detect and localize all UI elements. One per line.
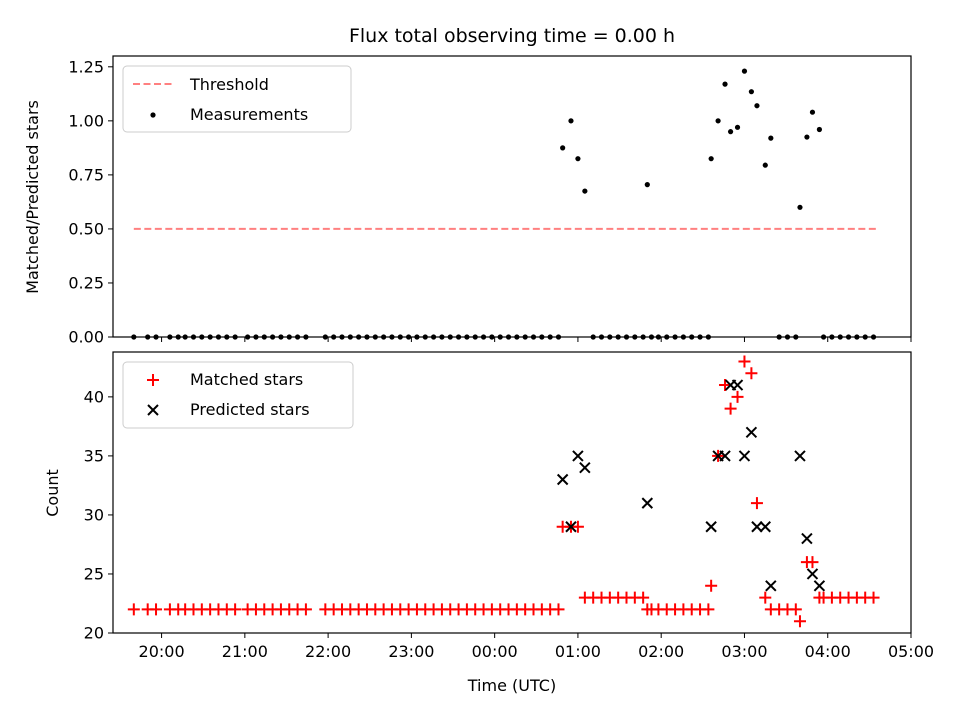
legend-threshold-label: Threshold (189, 75, 269, 94)
y-tick-label: 40 (84, 387, 104, 406)
matched-star-point (552, 603, 565, 616)
matched-star-point (750, 497, 763, 510)
predicted-star-point (719, 450, 731, 462)
predicted-star-point (806, 568, 819, 580)
x-tick-label: 04:00 (805, 642, 851, 661)
matched-star-point (793, 615, 806, 628)
x-tick-label: 05:00 (888, 642, 934, 661)
measurement-point (734, 124, 741, 130)
measurement-point (568, 118, 574, 124)
measurement-point (748, 89, 755, 95)
y-tick-label: 25 (84, 564, 104, 583)
predicted-star-point (759, 521, 771, 533)
x-tick-label: 20:00 (139, 642, 185, 661)
matched-star-point (702, 603, 715, 616)
matched-star-point (150, 603, 163, 616)
predicted-star-point (705, 521, 717, 533)
measurement-point (727, 129, 734, 135)
legend-predicted-label: Predicted stars (190, 400, 310, 419)
matched-star-point (867, 591, 880, 604)
predicted-star-point (731, 379, 744, 391)
measurement-point (582, 188, 588, 194)
matched-star-point (705, 579, 718, 592)
predicted-star-point (565, 521, 577, 533)
matched-star-point (637, 591, 650, 604)
measurement-point (708, 156, 714, 162)
y-tick-label: 35 (84, 446, 104, 465)
matched-star-point (724, 402, 737, 415)
matched-star-point (789, 603, 802, 616)
predicted-star-point (794, 450, 806, 462)
measurement-point (797, 204, 803, 210)
legend-matched-swatch (147, 374, 159, 386)
y-tick-label: 1.25 (68, 57, 104, 76)
predicted-star-point (579, 461, 591, 474)
measurement-point (804, 134, 810, 140)
measurement-point (754, 103, 760, 109)
y-tick-label: 0.25 (68, 273, 104, 292)
matched-star-point (731, 390, 744, 403)
legend-measurements-swatch (150, 112, 156, 118)
legend-matched-label: Matched stars (190, 370, 303, 389)
measurement-point (768, 135, 774, 141)
measurement-point (560, 145, 566, 151)
y-tick-label: 0.50 (68, 219, 104, 238)
matched-star-point (299, 603, 312, 616)
y-tick-label: 20 (84, 624, 104, 643)
x-tick-label: 22:00 (305, 642, 351, 661)
matched-star-point (738, 355, 751, 368)
x-tick-label: 03:00 (721, 642, 767, 661)
y-tick-label: 1.00 (68, 111, 104, 130)
predicted-star-point (765, 580, 777, 592)
matched-star-point (759, 591, 772, 604)
matched-star-point (745, 367, 758, 380)
matched-star-point (719, 379, 732, 392)
predicted-star-point (745, 426, 758, 438)
y-tick-label: 0.75 (68, 165, 104, 184)
x-tick-label: 00:00 (472, 642, 518, 661)
x-axis-label: Time (UTC) (467, 676, 556, 695)
y-tick-label: 30 (84, 505, 104, 524)
measurement-point (762, 162, 768, 168)
bottom-panel-frame (112, 351, 912, 634)
x-tick-label: 01:00 (555, 642, 601, 661)
predicted-star-point (813, 580, 826, 592)
legend-predicted-swatch (147, 404, 159, 416)
measurement-point (644, 182, 650, 188)
bottom-legend: Matched stars Predicted stars (122, 361, 354, 429)
measurement-point (809, 109, 816, 115)
matched-star-point (229, 603, 242, 616)
x-tick-label: 21:00 (222, 642, 268, 661)
x-tick-label: 23:00 (388, 642, 434, 661)
x-tick-label: 02:00 (638, 642, 684, 661)
matched-star-point (806, 556, 819, 569)
measurement-point (741, 68, 748, 74)
chart-title: Flux total observing time = 0.00 h (349, 25, 675, 47)
measurement-point (575, 156, 581, 162)
measurement-point (715, 118, 721, 124)
y-tick-label: 0.00 (68, 328, 104, 347)
bottom-y-axis-label: Count (43, 469, 62, 517)
matched-star-point (571, 520, 584, 533)
measurement-point (722, 81, 728, 87)
top-panel-frame (112, 55, 912, 338)
predicted-star-point (572, 450, 584, 462)
predicted-star-point (751, 521, 763, 533)
predicted-star-point (641, 497, 654, 509)
bottom-panel: 20:00 21:00 22:00 23:00 00:00 01:00 02:00 03:00… (84, 355, 934, 661)
legend-measurements-label: Measurements (190, 105, 308, 124)
predicted-star-point (556, 473, 569, 486)
predicted-star-point (801, 532, 813, 545)
measurement-point (816, 126, 823, 133)
matched-star-point (127, 603, 140, 616)
top-y-axis-label: Matched/Predicted stars (23, 100, 42, 294)
predicted-star-point (738, 450, 751, 462)
top-legend: Threshold Measurements (122, 65, 352, 133)
